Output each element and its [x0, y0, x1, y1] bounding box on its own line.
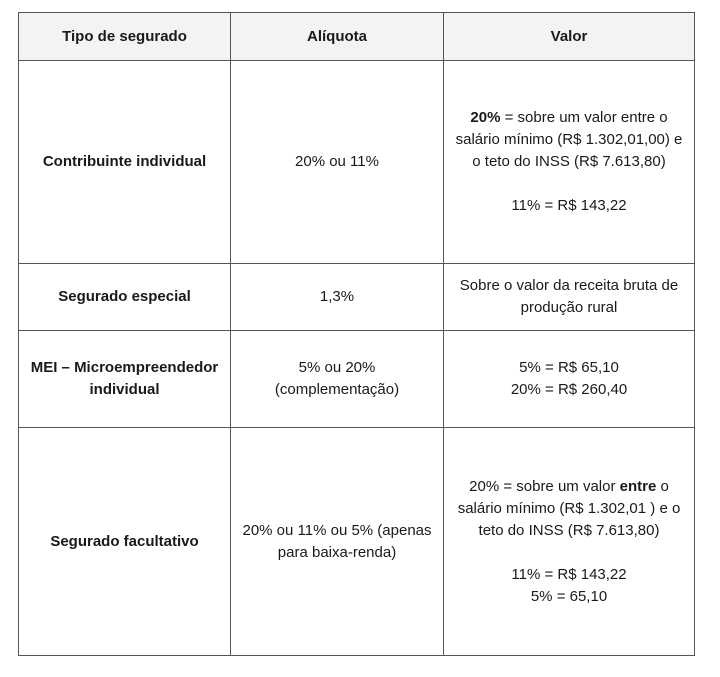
table-cell: MEI – Microempreendedor individual: [18, 330, 231, 428]
header-cell: Valor: [443, 12, 695, 61]
paragraph: 20% = sobre um valor entre o salário mín…: [454, 476, 684, 542]
table-row: Contribuinte individual 20% ou 11% 20% = s…: [18, 60, 695, 264]
table-cell: Sobre o valor da receita bruta de produç…: [443, 263, 695, 331]
text-line: 11% = R$ 143,22: [511, 197, 627, 214]
table-cell: Segurado facultativo: [18, 427, 231, 656]
table-cell: Contribuinte individual: [18, 60, 231, 264]
paragraph: Sobre o valor da receita bruta de produç…: [454, 275, 684, 319]
table-cell: 20% = sobre um valor entre o salário mín…: [443, 427, 695, 656]
text-run: entre: [619, 477, 657, 495]
header-cell: Alíquota: [230, 12, 444, 61]
text-line: 20% = R$ 260,40: [510, 381, 628, 398]
text-run: o salário mínimo (R$ 1.302,01 ) e o teto…: [457, 477, 681, 539]
paragraph: 11% = R$ 143,22 5% = 65,10: [454, 564, 684, 608]
text-line: 20% = sobre um valor entre o salário mín…: [454, 476, 684, 542]
text-line: Sobre o valor da receita bruta de produç…: [459, 277, 679, 316]
paragraph: 20% = sobre um valor entre o salário mín…: [454, 107, 684, 173]
table-cell: 1,3%: [230, 263, 444, 331]
table-cell: 20% ou 11% ou 5% (apenas para baixa-rend…: [230, 427, 444, 656]
header-row: Tipo de segurado Alíquota Valor: [18, 12, 695, 61]
text-line: 20% = sobre um valor entre o salário mín…: [454, 107, 684, 173]
paragraph: 11% = R$ 143,22: [454, 195, 684, 217]
text-line: 5% = 65,10: [530, 587, 608, 605]
table-row: Segurado facultativo 20% ou 11% ou 5% (ap…: [18, 427, 695, 656]
table-row: Segurado especial 1,3% Sobre o valor da re…: [18, 263, 695, 331]
table-cell: 20% = sobre um valor entre o salário mín…: [443, 60, 695, 264]
table-cell: 5% = R$ 65,10 20% = R$ 260,40: [443, 330, 695, 428]
text-run: 20% = sobre um valor: [469, 477, 620, 495]
text-run: 20%: [470, 109, 501, 126]
paragraph: 5% = R$ 65,10 20% = R$ 260,40: [454, 357, 684, 401]
text-run: = sobre um valor entre o salário mínimo …: [455, 109, 683, 170]
text-line: 5% = R$ 65,10: [519, 359, 619, 376]
table-cell: Segurado especial: [18, 263, 231, 331]
table-cell: 20% ou 11%: [230, 60, 444, 264]
header-cell: Tipo de segurado: [18, 12, 231, 61]
text-line: 11% = R$ 143,22: [511, 565, 627, 583]
table-row: MEI – Microempreendedor individual 5% ou …: [18, 330, 695, 428]
table-cell: 5% ou 20% (complementação): [230, 330, 444, 428]
contribution-table: Tipo de segurado Alíquota Valor Contribuint…: [18, 12, 695, 656]
